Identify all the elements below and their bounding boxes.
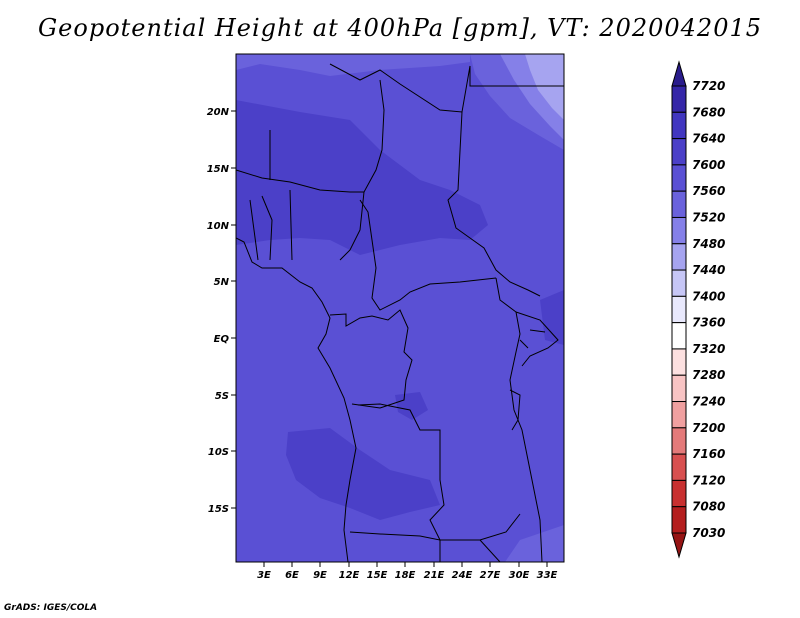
- lon-label: 15E: [367, 570, 388, 581]
- border-car: [359, 199, 497, 311]
- legend-swatch: [671, 506, 687, 534]
- legend-label: 7240: [692, 395, 725, 409]
- legend-label: 7400: [692, 289, 725, 303]
- legend-swatch: [671, 111, 687, 140]
- field-contour-7600-patch: [395, 392, 428, 420]
- lat-label: 5S: [215, 391, 229, 402]
- lat-label: 20N: [207, 107, 230, 118]
- lat-label: 10S: [208, 447, 229, 458]
- legend-swatch: [671, 190, 687, 218]
- legend-swatch: [671, 164, 687, 192]
- legend-swatch: [671, 348, 687, 376]
- legend-swatch: [671, 243, 687, 271]
- border-niger-chad: [339, 79, 385, 261]
- lat-tick-labels: 20N 15N 10N 5N EQ 5S 10S 15S: [207, 107, 230, 515]
- field-contour-7600-south: [286, 428, 440, 520]
- border-sahel: [236, 169, 364, 193]
- lat-tick-marks: [231, 110, 236, 509]
- lat-label: 15N: [207, 164, 230, 175]
- legend-swatch: [671, 401, 687, 429]
- field-contour-7520-north: [236, 54, 470, 76]
- lon-tick-labels: 3E 6E 9E 12E 15E 18E 21E 24E 27E 30E 33E: [257, 570, 557, 581]
- lat-label: 15S: [208, 504, 229, 515]
- legend-label: 7480: [692, 237, 725, 251]
- lake-shores: [509, 329, 546, 431]
- legend-label: 7720: [692, 79, 725, 93]
- lon-label: 24E: [452, 570, 473, 581]
- legend-label: 7600: [692, 158, 725, 172]
- legend-arrow-top: [671, 60, 687, 87]
- lon-label: 3E: [257, 570, 271, 581]
- legend-swatch: [671, 216, 687, 245]
- legend-label: 7680: [692, 105, 725, 119]
- border-south: [349, 531, 501, 562]
- border-sahara: [329, 63, 564, 113]
- lon-label: 6E: [285, 570, 299, 581]
- border-chad-sudan: [447, 111, 541, 297]
- legend-label: 7640: [692, 132, 725, 146]
- grads-credit: GrADS: IGES/COLA: [4, 603, 98, 613]
- lat-label: 5N: [214, 277, 230, 288]
- legend-swatch: [671, 374, 687, 403]
- legend-label: 7520: [692, 210, 725, 224]
- lon-tick-marks: [263, 562, 548, 567]
- legend-swatch: [671, 85, 687, 113]
- border-west-africa: [249, 130, 293, 261]
- field-contour-7600-central: [236, 100, 488, 255]
- political-boundaries: [236, 63, 564, 562]
- legend-label: 7440: [692, 263, 725, 277]
- border-congo: [329, 309, 413, 409]
- field-contour-7440-ne: [525, 54, 564, 120]
- legend-label: 7560: [692, 184, 725, 198]
- border-angola-zambia: [357, 403, 521, 541]
- lon-label: 18E: [395, 570, 416, 581]
- legend-swatch: [671, 479, 687, 508]
- field-contour-7520-se: [505, 525, 564, 562]
- legend-label: 7200: [692, 421, 725, 435]
- legend-swatch: [671, 295, 687, 324]
- lon-label: 9E: [313, 570, 327, 581]
- legend-swatch: [671, 322, 687, 350]
- legend-swatch: [671, 427, 687, 455]
- lon-label: 21E: [424, 570, 445, 581]
- legend-label: 7360: [692, 316, 725, 330]
- lat-label: EQ: [214, 334, 230, 345]
- lon-label: 27E: [480, 570, 501, 581]
- border-uganda: [515, 311, 559, 367]
- lon-label: 12E: [339, 570, 360, 581]
- legend-swatch: [671, 269, 687, 297]
- legend-label: 7080: [692, 500, 725, 514]
- legend-swatch: [671, 453, 687, 481]
- legend-label: 7320: [692, 342, 725, 356]
- legend-label: 7280: [692, 368, 725, 382]
- field-contour-7600-east: [540, 290, 564, 345]
- legend-arrow-bottom: [671, 532, 687, 559]
- coastline-west: [236, 237, 357, 562]
- legend-label: 7160: [692, 447, 725, 461]
- legend-swatch: [671, 138, 687, 166]
- color-legend: 7720 7680 7640 7600 7560 7520 7480 7440 7400 7360…: [671, 60, 725, 559]
- legend-label: 7030: [692, 526, 725, 540]
- map-frame: [235, 53, 565, 563]
- lat-label: 10N: [207, 221, 230, 232]
- legend-label: 7120: [692, 473, 725, 487]
- border-great-lakes: [495, 277, 543, 562]
- lon-label: 30E: [509, 570, 530, 581]
- lon-label: 33E: [537, 570, 558, 581]
- map-title: Geopotential Height at 400hPa [gpm], VT:…: [38, 14, 762, 42]
- height-field: [236, 54, 564, 562]
